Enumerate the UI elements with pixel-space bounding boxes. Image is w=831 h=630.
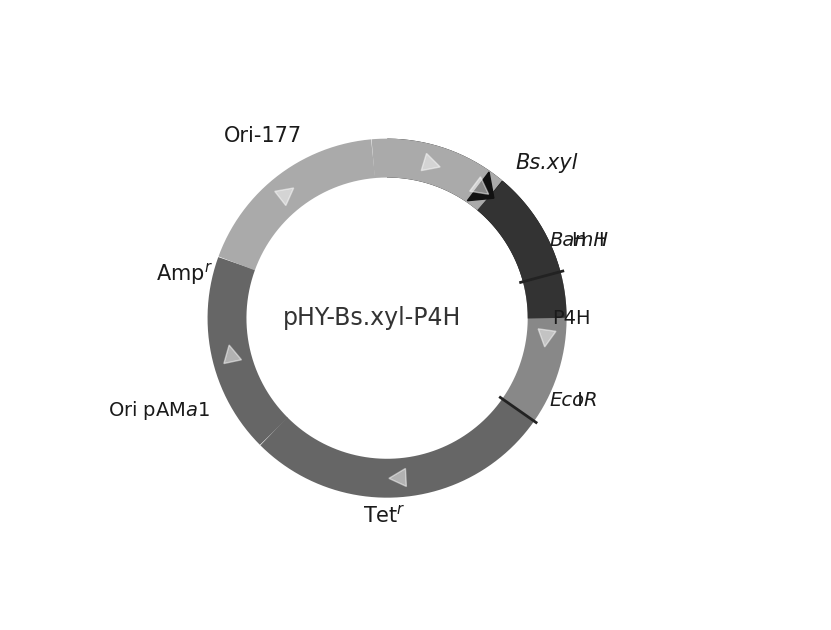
- Text: Ori-177: Ori-177: [224, 126, 302, 146]
- Text: BamH: BamH: [549, 231, 608, 250]
- Text: Amp$^r$: Amp$^r$: [155, 261, 213, 287]
- Text: EcoR: EcoR: [549, 391, 598, 410]
- Polygon shape: [273, 182, 299, 210]
- Polygon shape: [382, 460, 403, 496]
- Polygon shape: [538, 329, 556, 347]
- Polygon shape: [421, 154, 440, 171]
- Polygon shape: [389, 469, 406, 486]
- Polygon shape: [470, 177, 489, 194]
- Polygon shape: [214, 339, 249, 362]
- Polygon shape: [224, 345, 242, 364]
- Polygon shape: [467, 172, 494, 201]
- Text: Tet$^r$: Tet$^r$: [363, 505, 406, 527]
- Text: Ori pAM$\mathit{a}$1: Ori pAM$\mathit{a}$1: [108, 399, 210, 422]
- Polygon shape: [422, 146, 446, 180]
- Text: H  I: H I: [573, 231, 605, 250]
- Polygon shape: [275, 188, 293, 205]
- Polygon shape: [529, 331, 564, 353]
- Text: Bs.xyl: Bs.xyl: [515, 153, 578, 173]
- Text: P4H: P4H: [552, 309, 591, 328]
- Text: I: I: [572, 391, 583, 410]
- Text: pHY-Bs.xyl-P4H: pHY-Bs.xyl-P4H: [283, 306, 462, 330]
